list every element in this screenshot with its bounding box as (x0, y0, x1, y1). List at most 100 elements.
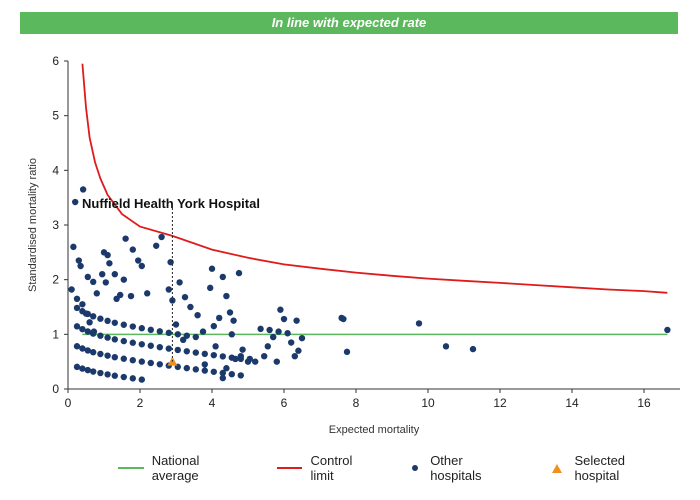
hospital-point (147, 342, 154, 349)
hospital-point (127, 292, 135, 300)
hospital-point (75, 257, 83, 264)
hospital-point (117, 291, 124, 299)
hospital-point (232, 355, 239, 363)
y-tick-label: 5 (52, 109, 59, 123)
hospital-point (90, 278, 97, 286)
hospital-point (111, 319, 119, 326)
x-tick-label: 6 (281, 396, 288, 410)
hospital-point (230, 317, 237, 324)
hospital-point (288, 339, 295, 346)
hospital-point (68, 286, 75, 293)
hospital-point (223, 365, 230, 372)
hospital-point (291, 353, 298, 360)
x-tick-label: 0 (65, 396, 72, 410)
hospital-point (210, 351, 217, 359)
hospital-point (79, 365, 86, 372)
x-tick-label: 16 (637, 396, 651, 410)
hospital-point (187, 303, 194, 311)
hospital-point (147, 359, 154, 367)
hospital-point (156, 328, 163, 335)
hospital-point (239, 346, 246, 353)
hospital-point (266, 326, 273, 334)
legend-label: Selected hospital (574, 453, 626, 483)
hospital-point (252, 358, 259, 365)
hospital-point (172, 321, 180, 328)
hospital-point (257, 325, 264, 333)
hospital-point (73, 295, 81, 302)
hospital-point (183, 348, 190, 355)
hospital-point (201, 361, 208, 368)
hospital-point (104, 251, 111, 259)
legend-label: National average (151, 453, 200, 483)
hospital-point (73, 343, 81, 350)
hospital-point (275, 328, 282, 335)
hospital-point (235, 269, 243, 277)
hospital-point (237, 353, 244, 360)
annotation-label: Nuffield Health York Hospital (82, 196, 260, 211)
hospital-point (192, 349, 199, 356)
hospital-point (183, 364, 190, 372)
hospital-point (270, 333, 277, 341)
hospital-point (73, 363, 81, 371)
hospital-point (120, 276, 128, 283)
hospital-point (277, 306, 284, 313)
hospital-point (442, 343, 450, 350)
hospital-point (99, 271, 106, 278)
y-axis-label: Standardised mortality ratio (27, 158, 39, 292)
hospital-point (153, 242, 160, 249)
hospital-point (79, 345, 86, 352)
legend: National average Control limit Other hos… (118, 453, 700, 483)
hospital-point (219, 374, 226, 382)
hospital-point (97, 332, 104, 339)
hospital-point (293, 317, 300, 324)
x-tick-label: 2 (137, 396, 144, 410)
hospital-point (122, 235, 129, 242)
hospital-point (111, 372, 119, 379)
status-banner: In line with expected rate (20, 12, 678, 34)
hospital-point (469, 345, 477, 353)
hospital-point (93, 290, 101, 297)
hospital-point (138, 376, 145, 383)
hospital-point (72, 198, 79, 206)
hospital-point (298, 334, 306, 342)
hospital-point (219, 273, 226, 281)
hospital-point (84, 366, 92, 374)
hospital-point (104, 371, 111, 378)
hospital-point (97, 350, 104, 358)
legend-swatch-dot-icon (412, 465, 419, 471)
hospital-point (135, 257, 142, 264)
hospital-point (210, 322, 217, 330)
y-tick-label: 4 (52, 163, 59, 177)
legend-item-other-hospitals: Other hospitals (406, 453, 516, 483)
hospital-point (192, 366, 199, 373)
hospital-point (340, 315, 347, 323)
hospital-point (144, 290, 151, 297)
hospital-point (102, 279, 110, 286)
hospital-point (84, 347, 92, 354)
y-tick-label: 1 (52, 327, 59, 341)
hospital-point (199, 328, 207, 335)
hospital-point (120, 321, 128, 328)
hospital-point (79, 186, 87, 193)
hospital-point (90, 368, 97, 375)
hospital-point (84, 328, 92, 335)
hospital-point (158, 233, 165, 241)
legend-label: Control limit (310, 453, 353, 483)
hospital-point (207, 284, 214, 292)
hospital-point (176, 279, 183, 286)
hospital-point (156, 361, 163, 368)
hospital-point (343, 348, 351, 356)
hospital-point (156, 343, 163, 351)
hospital-point (219, 369, 226, 377)
hospital-point (210, 368, 217, 375)
hospital-point (664, 326, 671, 334)
hospital-point (73, 323, 81, 330)
hospital-point (138, 341, 145, 348)
hospital-point (120, 355, 128, 362)
hospital-point (90, 313, 97, 320)
hospital-point (216, 314, 223, 322)
hospital-point (181, 293, 189, 301)
legend-item-selected-hospital: Selected hospital (544, 453, 672, 483)
